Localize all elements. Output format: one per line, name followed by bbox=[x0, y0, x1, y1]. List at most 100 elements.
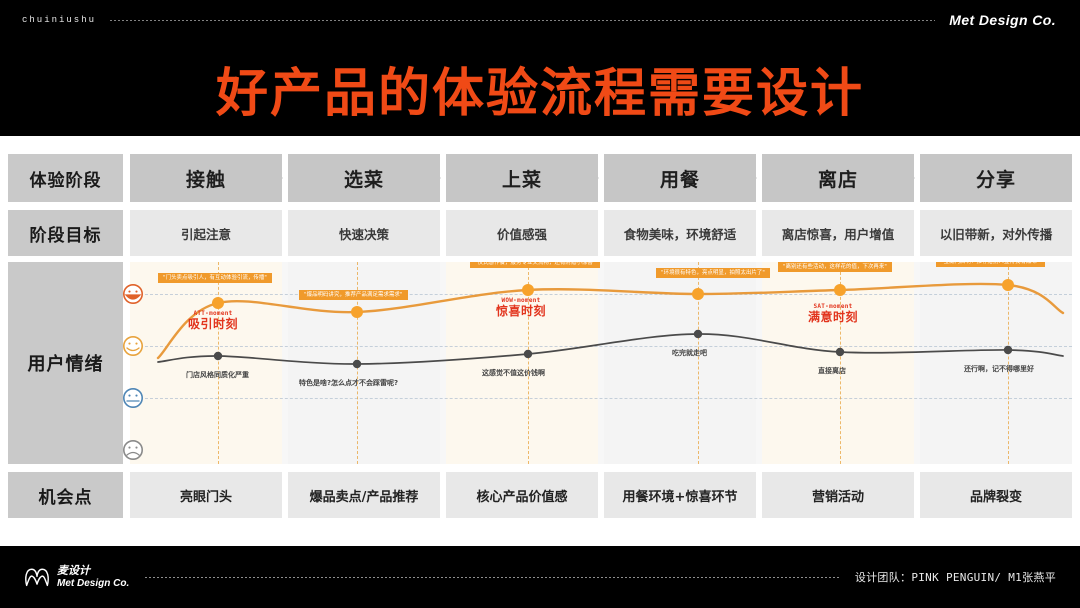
moment-cn-label: 吸引时刻 bbox=[188, 316, 239, 331]
moment-en-label: ATT-moment bbox=[193, 310, 233, 317]
opportunity-row: 亮眼门头 爆品卖点/产品推荐 核心产品价值感 用餐环境+惊喜环节 营销活动 品牌裂变 bbox=[130, 472, 1072, 518]
delighted-face bbox=[122, 283, 144, 305]
positive-annotation-2: "爆品明码讲究，推荐产品满足需求需求" bbox=[299, 290, 408, 301]
goal-cell-3[interactable]: 价值感强 bbox=[446, 210, 598, 256]
footer-logo-en: Met Design Co. bbox=[57, 577, 130, 589]
opportunity-cell-label: 亮眼门头 bbox=[179, 489, 232, 505]
emotion-curve-actual bbox=[157, 333, 1064, 365]
goal-cell-2[interactable]: 快速决策 bbox=[288, 210, 440, 256]
opportunity-cell-label: 核心产品价值感 bbox=[476, 489, 568, 505]
goal-cell-label: 引起注意 bbox=[180, 226, 231, 242]
positive-annotation-6: "宝藏门店啊！推荐给别人显得我有品味" bbox=[936, 262, 1045, 268]
stage-cell-5[interactable]: 离店 bbox=[762, 154, 915, 202]
data-point-expected-2[interactable] bbox=[351, 306, 363, 318]
stage-marker-line-1 bbox=[218, 262, 219, 464]
stage-cell-2[interactable]: 选菜 bbox=[288, 154, 441, 202]
negative-annotation-2: 特色是啥?怎么点才不会踩雷呢? bbox=[299, 379, 399, 387]
goal-cell-label: 食物美味，环境舒适 bbox=[623, 226, 737, 242]
stage-cell-label: 用餐 bbox=[659, 168, 700, 191]
moment-label-1: ATT-moment 吸引时刻 bbox=[188, 310, 239, 331]
goal-cell-1[interactable]: 引起注意 bbox=[130, 210, 282, 256]
data-point-actual-6[interactable] bbox=[1003, 345, 1013, 355]
stage-cell-label: 离店 bbox=[817, 168, 858, 191]
data-point-expected-6[interactable] bbox=[1002, 279, 1014, 291]
emotion-guide-line-1 bbox=[130, 294, 1072, 295]
stage-band-5 bbox=[762, 262, 914, 464]
brand-left-text: chuiniushu bbox=[22, 15, 97, 25]
goal-row: 引起注意 快速决策 价值感强 食物美味，环境舒适 离店惊喜，用户增值 以旧带新，对外传播 bbox=[130, 210, 1072, 256]
emotion-chart-area: "门头卖点吸引人，有互动体验引流，传播" "爆品明码讲究，推荐产品满足需求需求" "… bbox=[130, 262, 1072, 464]
negative-annotation-3: 这感觉不值这价钱啊 bbox=[482, 369, 545, 377]
sad-face bbox=[122, 439, 144, 461]
data-point-expected-5[interactable] bbox=[834, 284, 846, 296]
emotion-curves-svg bbox=[156, 279, 1065, 369]
stage-cell-4[interactable]: 用餐 bbox=[604, 154, 757, 202]
stage-cell-label: 接触 bbox=[185, 168, 226, 191]
opportunity-cell-4[interactable]: 用餐环境+惊喜环节 bbox=[604, 472, 756, 518]
moment-label-3: SAT-moment 满意时刻 bbox=[808, 303, 859, 324]
data-point-expected-3[interactable] bbox=[522, 284, 534, 296]
data-point-expected-1[interactable] bbox=[212, 297, 224, 309]
chevron-right-icon bbox=[255, 154, 283, 202]
data-point-expected-4[interactable] bbox=[692, 288, 704, 300]
chevron-right-icon bbox=[887, 154, 915, 202]
stage-cell-label: 分享 bbox=[975, 168, 1016, 191]
data-point-actual-3[interactable] bbox=[523, 349, 533, 359]
row-label-goal: 阶段目标 bbox=[8, 210, 123, 256]
goal-cell-label: 价值感强 bbox=[496, 226, 547, 242]
stage-row: 接触 选菜 上菜 用餐 离店 分享 bbox=[130, 154, 1072, 202]
negative-annotation-1: 门店风格同质化严重 bbox=[186, 371, 249, 379]
negative-annotation-5: 直接离店 bbox=[818, 367, 846, 375]
stage-band-4 bbox=[604, 262, 756, 464]
opportunity-cell-2[interactable]: 爆品卖点/产品推荐 bbox=[288, 472, 440, 518]
stage-cell-label: 选菜 bbox=[343, 168, 384, 191]
opportunity-cell-label: 品牌裂变 bbox=[969, 489, 1022, 505]
journey-map-canvas: 体验阶段 接触 选菜 上菜 用餐 离店 分享 阶段目标 引起注意 快速决策 价值感强 食物美味，… bbox=[0, 136, 1080, 546]
title-zone: 好产品的体验流程需要设计 bbox=[0, 40, 1080, 136]
moment-en-label: WOW-moment bbox=[501, 297, 541, 304]
stage-marker-line-5 bbox=[840, 262, 841, 464]
goal-cell-6[interactable]: 以旧带新，对外传播 bbox=[920, 210, 1072, 256]
data-point-actual-4[interactable] bbox=[693, 329, 703, 339]
page-title: 好产品的体验流程需要设计 bbox=[215, 63, 864, 124]
emotion-curve-expected bbox=[156, 282, 1065, 360]
opportunity-cell-label: 用餐环境+惊喜环节 bbox=[622, 489, 738, 505]
stage-marker-line-4 bbox=[698, 262, 699, 464]
chevron-right-icon bbox=[413, 154, 441, 202]
stage-cell-1[interactable]: 接触 bbox=[130, 154, 283, 202]
positive-annotation-5: "离别还有些活动，这样花的值，下次再来" bbox=[778, 262, 892, 273]
opportunity-cell-3[interactable]: 核心产品价值感 bbox=[446, 472, 598, 518]
top-bar: chuiniushu Met Design Co. bbox=[0, 0, 1080, 40]
moment-cn-label: 惊喜时刻 bbox=[496, 303, 547, 318]
brand-right-text: Met Design Co. bbox=[949, 12, 1056, 28]
emotion-guide-line-3 bbox=[130, 398, 1072, 399]
stage-cell-3[interactable]: 上菜 bbox=[446, 154, 599, 202]
opportunity-cell-5[interactable]: 营销活动 bbox=[762, 472, 914, 518]
smile-face bbox=[122, 335, 144, 357]
data-point-actual-2[interactable] bbox=[352, 359, 362, 369]
positive-annotation-1: "门头卖点吸引人，有互动体验引流，传播" bbox=[158, 273, 272, 284]
stage-cell-6[interactable]: 分享 bbox=[920, 154, 1072, 202]
data-point-actual-1[interactable] bbox=[213, 351, 223, 361]
row-label-stage: 体验阶段 bbox=[8, 154, 123, 202]
met-logo-icon bbox=[25, 568, 49, 587]
stage-marker-line-3 bbox=[528, 262, 529, 464]
goal-cell-5[interactable]: 离店惊喜，用户增值 bbox=[762, 210, 914, 256]
goal-cell-label: 快速决策 bbox=[338, 226, 389, 242]
stage-marker-line-6 bbox=[1008, 262, 1009, 464]
goal-cell-label: 以旧带新，对外传播 bbox=[939, 226, 1053, 242]
opportunity-cell-1[interactable]: 亮眼门头 bbox=[130, 472, 282, 518]
goal-cell-label: 离店惊喜，用户增值 bbox=[781, 226, 895, 242]
goal-cell-4[interactable]: 食物美味，环境舒适 bbox=[604, 210, 756, 256]
negative-annotation-4: 吃完就走吧 bbox=[672, 349, 707, 357]
footer-divider-rule bbox=[145, 576, 839, 578]
data-point-actual-5[interactable] bbox=[835, 347, 845, 357]
opportunity-cell-label: 营销活动 bbox=[811, 489, 864, 505]
neutral-face bbox=[122, 387, 144, 409]
header-divider-rule bbox=[110, 19, 936, 21]
moment-en-label: SAT-moment bbox=[813, 303, 853, 310]
moment-cn-label: 满意时刻 bbox=[808, 309, 859, 324]
footer-bar: 麦设计 Met Design Co. 设计团队：PINK PENGUIN/ M1… bbox=[0, 546, 1080, 608]
opportunity-cell-6[interactable]: 品牌裂变 bbox=[920, 472, 1072, 518]
chevron-right-icon bbox=[571, 154, 599, 202]
